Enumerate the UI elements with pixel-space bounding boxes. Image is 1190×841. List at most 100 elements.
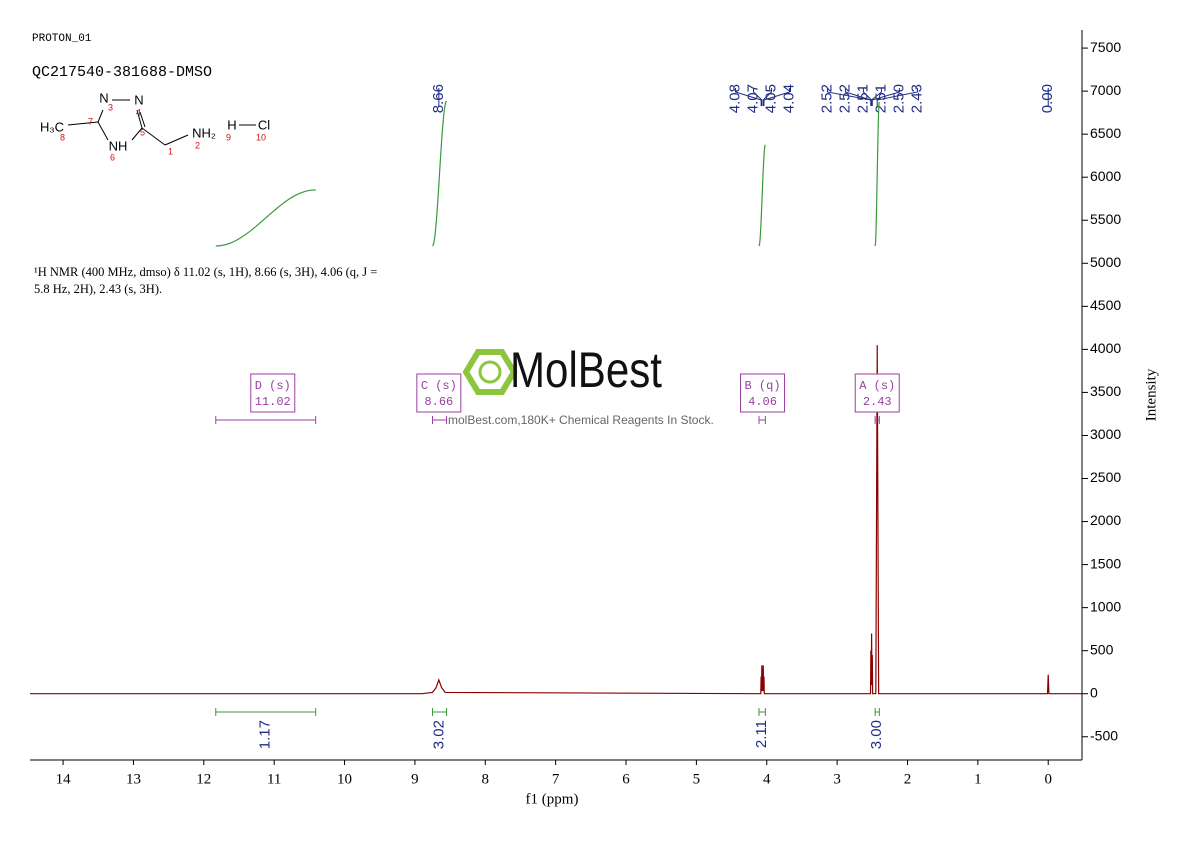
x-tick-label: 13 [126,771,141,787]
multiplet-box [854,373,900,413]
x-tick-label: 8 [482,771,490,787]
watermark-text: MolBest [510,342,662,398]
x-tick-label: 0 [1044,771,1052,787]
peak-label: 2.50 [890,84,907,113]
multiplet-box [740,373,786,413]
peak-label: 4.07 [744,84,761,113]
multiplet-range [874,416,880,424]
y-tick-label: 6000 [1090,168,1121,184]
integral-range [758,708,766,716]
molecule: N N H₃C NH NH₂ H Cl 3 4 7 8 5 6 1 2 9 10 [40,90,270,162]
y-axis-label: Intensity [1143,368,1159,421]
multiplet-name: C (s) [421,379,457,393]
x-tick-label: 5 [693,771,701,787]
x-tick-label: 11 [267,771,281,787]
multiplet-center: 8.66 [424,395,453,409]
integral-range [215,708,317,716]
x-tick-label: 14 [56,771,72,787]
multiplet-name: D (s) [255,379,291,393]
peak-label: 0.00 [1039,84,1056,113]
atom-number: 9 [226,132,231,142]
peak-connector [844,88,872,106]
y-tick-label: 2000 [1090,512,1121,528]
bond [97,109,104,123]
multiplet-box [416,373,462,413]
integral-range [432,708,448,716]
y-tick-label: 6500 [1090,125,1121,141]
multiplet-center: 11.02 [255,395,291,409]
peak-connector [753,88,763,106]
peak-label: 2.52 [836,84,853,113]
watermark-caption: molBest.com,180K+ Chemical Reagents In S… [448,413,714,427]
sample: QC217540-381688-DMSO [32,64,212,81]
multiplet-name: A (s) [859,379,895,393]
peak-label: 4.08 [726,84,743,113]
integral-range [874,708,880,716]
integral-curve [432,100,448,247]
atom-number: 8 [60,132,65,142]
atom-number: 5 [140,127,145,137]
atom-number: 1 [168,146,173,156]
experiment: PROTON_01 [32,33,92,45]
integral-label: 1.17 [257,720,274,749]
peak-label: 8.66 [430,84,447,113]
peak-label: 2.43 [908,84,925,113]
bond [139,111,146,128]
peak-label: 4.05 [762,84,779,113]
peak-label: 2.51 [872,84,889,113]
x-tick-label: 2 [904,771,912,787]
logo [462,349,518,395]
y-tick-label: 4000 [1090,340,1121,356]
y-tick-label: 500 [1090,641,1114,657]
atom-number: 7 [88,116,93,126]
peak-label: 2.51 [854,84,871,113]
x-tick-label: 1 [974,771,982,787]
peak-connector [763,88,791,106]
atom: NH [109,138,128,153]
atom-number: 10 [256,132,266,142]
multiplet-name: B (q) [745,379,781,393]
peak-label: 2.52 [818,84,835,113]
bond [141,127,166,146]
y-tick-label: 1000 [1090,598,1121,614]
logo [478,360,502,384]
atom-number: 3 [108,102,113,112]
atom: H₃C [40,119,64,134]
y-tick-label: 1500 [1090,555,1121,571]
x-tick-label: 12 [196,771,211,787]
multiplet-center: 2.43 [863,395,892,409]
peak-connector [735,88,762,106]
multiplet-range [758,416,766,424]
y-tick-label: 4500 [1090,297,1121,313]
bond [131,127,143,141]
y-tick-label: 7500 [1090,39,1121,55]
watermark: MolBest molBest.com,180K+ Chemical Reage… [448,342,714,427]
x-tick-label: 3 [833,771,841,787]
bond [136,109,143,129]
peak-connector [762,88,773,106]
atom: H [227,117,236,132]
x-tick-label: 10 [337,771,352,787]
y-tick-label: 5000 [1090,254,1121,270]
y-tick-label: 3500 [1090,383,1121,399]
integral-curve [874,101,880,247]
atom: N [99,90,108,105]
integral-label: 3.00 [868,720,885,749]
peak-label: 4.04 [780,84,797,113]
y-tick-label: 7000 [1090,82,1121,98]
x-tick-label: 7 [552,771,560,787]
description: ¹H NMR (400 MHz, dmso) δ 11.02 (s, 1H), … [34,265,378,296]
atom: Cl [258,117,270,132]
atom-number: 4 [136,107,141,117]
integral-curve [758,144,766,247]
peak-connector [871,88,882,106]
multiplet-box [250,373,296,413]
integral-label: 2.11 [753,720,770,748]
peak-connector [876,88,918,106]
x-tick-label: 9 [411,771,419,787]
x-tick-label: 4 [763,771,771,787]
integral-curve [215,189,316,247]
multiplet-range [432,416,448,424]
multiplet-center: 4.06 [748,395,777,409]
